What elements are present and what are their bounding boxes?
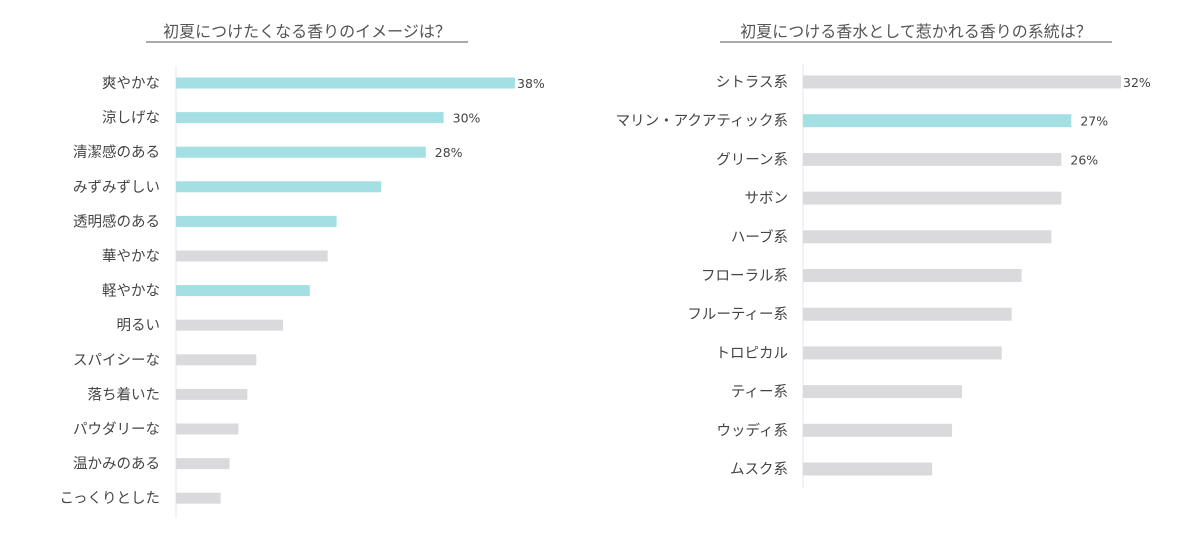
left-bar [176, 250, 328, 262]
right-value-label: 32% [1123, 75, 1151, 90]
left-category-label: 温かみのある [73, 456, 160, 473]
left-category-label: 落ち着いた [88, 386, 161, 403]
right-category-label: サボン [745, 190, 789, 207]
left-category-label: 明るい [117, 318, 161, 334]
right-bar [803, 152, 1062, 166]
right-category-label: ハーブ系 [731, 228, 788, 246]
right-category-label: グリーン系 [716, 151, 788, 168]
left-bar [176, 388, 248, 400]
left-bar [176, 423, 239, 435]
left-bar [176, 354, 257, 366]
right-bar [803, 462, 933, 476]
left-bar [176, 492, 221, 504]
right-category-label: フローラル系 [701, 268, 788, 285]
left-category-label: 透明感のある [73, 213, 160, 230]
left-bar [176, 319, 284, 331]
left-bar [176, 181, 382, 193]
left-bar [176, 112, 444, 124]
left-category-label: 華やかな [102, 248, 160, 265]
left-bar [176, 458, 230, 470]
left-category-label: 涼しげな [102, 110, 160, 127]
right-category-label: マリン・アクアティック系 [616, 113, 788, 130]
right-bar [803, 385, 962, 399]
left-category-label: 爽やかな [102, 75, 160, 92]
left-category-label: こっくりとした [60, 490, 160, 507]
right-bar [803, 307, 1012, 321]
left-category-label: みずみずしい [73, 179, 160, 196]
left-category-label: スパイシーな [73, 352, 160, 369]
right-value-label: 26% [1070, 152, 1098, 167]
left-bar [176, 146, 426, 158]
right-bar [803, 114, 1072, 128]
right-category-label: ウッディ系 [717, 421, 789, 439]
left-value-label: 28% [435, 145, 463, 160]
right-chart-title: 初夏につける香水として惹かれる香りの系統は？ [740, 22, 1092, 41]
left-category-label: 軽やかな [102, 283, 160, 300]
left-category-label: パウダリーな [73, 421, 160, 438]
left-value-label: 30% [453, 111, 481, 126]
chart-right: 初夏につける香水として惹かれる香りの系統は？ シトラス系 32% マリン・アクアティッ… [616, 22, 1151, 488]
right-category-label: トロピカル [716, 345, 789, 362]
left-bar [176, 215, 337, 227]
left-chart-title: 初夏につけたくなる香りのイメージは？ [163, 22, 451, 41]
right-bar [803, 230, 1052, 244]
right-category-label: フルーティー系 [687, 306, 788, 323]
right-value-label: 27% [1080, 114, 1108, 129]
right-bar [803, 75, 1121, 89]
left-bar [176, 77, 515, 89]
right-category-label: ティー系 [731, 384, 788, 401]
left-bar [176, 285, 310, 297]
chart-left: 初夏につけたくなる香りのイメージは？ 爽やかな 38% 涼しげな 30% 清潔感のある 28… [60, 22, 545, 518]
right-bar [803, 269, 1022, 282]
right-bar [803, 423, 953, 437]
right-category-label: ムスク系 [730, 461, 788, 478]
right-bar [803, 346, 1002, 360]
right-bar [803, 191, 1062, 205]
left-value-label: 38% [517, 76, 545, 91]
right-category-label: シトラス系 [716, 74, 788, 91]
left-category-label: 清潔感のある [73, 144, 160, 161]
